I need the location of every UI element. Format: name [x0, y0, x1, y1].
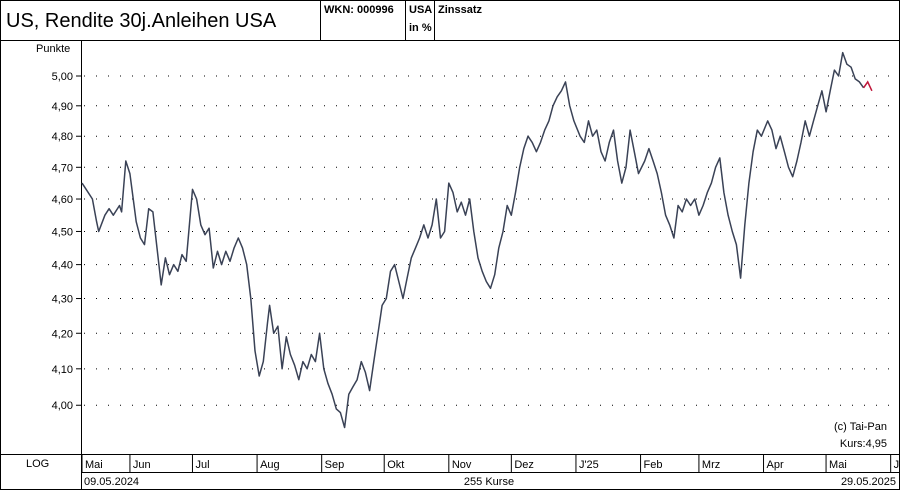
y-tick-label: 4,60 [52, 194, 73, 206]
wkn-label: WKN: 000996 [324, 4, 394, 16]
footer: LOG 09.05.2024 255 Kurse 29.05.2025 [26, 458, 896, 488]
scale-label: LOG [26, 458, 49, 470]
unit-line-2: in % [409, 22, 432, 34]
category-label: Zinssatz [438, 4, 483, 16]
series-line-latest [862, 80, 873, 92]
unit-line-1: USA [409, 4, 432, 16]
y-tick-label: 4,00 [52, 400, 73, 412]
y-tick-label: 4,20 [52, 328, 73, 340]
x-tick-label: J'25 [579, 459, 599, 471]
y-tick-label: 4,80 [52, 131, 73, 143]
series-lines [81, 51, 873, 429]
copyright-note: (c) Tai-Pan [834, 421, 887, 433]
x-tick-label: Mrz [702, 459, 720, 471]
y-tick-labels: 4,00 4,10 4,20 4,30 4,40 4,50 4,60 4,70 4,80 4,90… [52, 71, 81, 412]
y-axis-label: Punkte [36, 43, 70, 55]
chart-title: US, Rendite 30j.Anleihen USA [6, 10, 277, 32]
end-date: 29.05.2025 [841, 476, 896, 488]
x-tick-label: Mai [829, 459, 847, 471]
y-tick-label: 4,90 [52, 101, 73, 113]
x-ticks: Mai Jun Jul Aug Sep Okt Nov Dez J'25 Feb Mrz Apr Mai… [81, 454, 900, 472]
x-tick-label: Aug [260, 459, 280, 471]
x-tick-label: Jun [133, 459, 151, 471]
y-tick-label: 4,30 [52, 294, 73, 306]
x-tick-label: Apr [767, 459, 784, 471]
plot-area: Punkte 4,004,104,204,304,404,504,604,704… [0, 40, 900, 490]
start-date: 09.05.2024 [84, 476, 139, 488]
x-tick-label: Jun [894, 459, 900, 471]
header: US, Rendite 30j.Anleihen USA WKN: 000996… [0, 0, 900, 41]
x-tick-label: Jul [195, 459, 209, 471]
y-tick-label: 4,70 [52, 162, 73, 174]
x-tick-label: Nov [452, 459, 472, 471]
x-tick-label: Dez [514, 459, 534, 471]
count-label: 255 Kurse [464, 476, 514, 488]
series-line [81, 51, 865, 429]
x-tick-label: Sep [325, 459, 345, 471]
x-tick-label: Okt [387, 459, 404, 471]
y-tick-label: 4,40 [52, 260, 73, 272]
x-tick-label: Mai [85, 459, 103, 471]
x-tick-label: Feb [644, 459, 663, 471]
y-tick-label: 4,50 [52, 226, 73, 238]
kurs-note: Kurs:4,95 [840, 438, 887, 450]
y-tick-label: 5,00 [52, 71, 73, 83]
y-tick-label: 4,10 [52, 364, 73, 376]
